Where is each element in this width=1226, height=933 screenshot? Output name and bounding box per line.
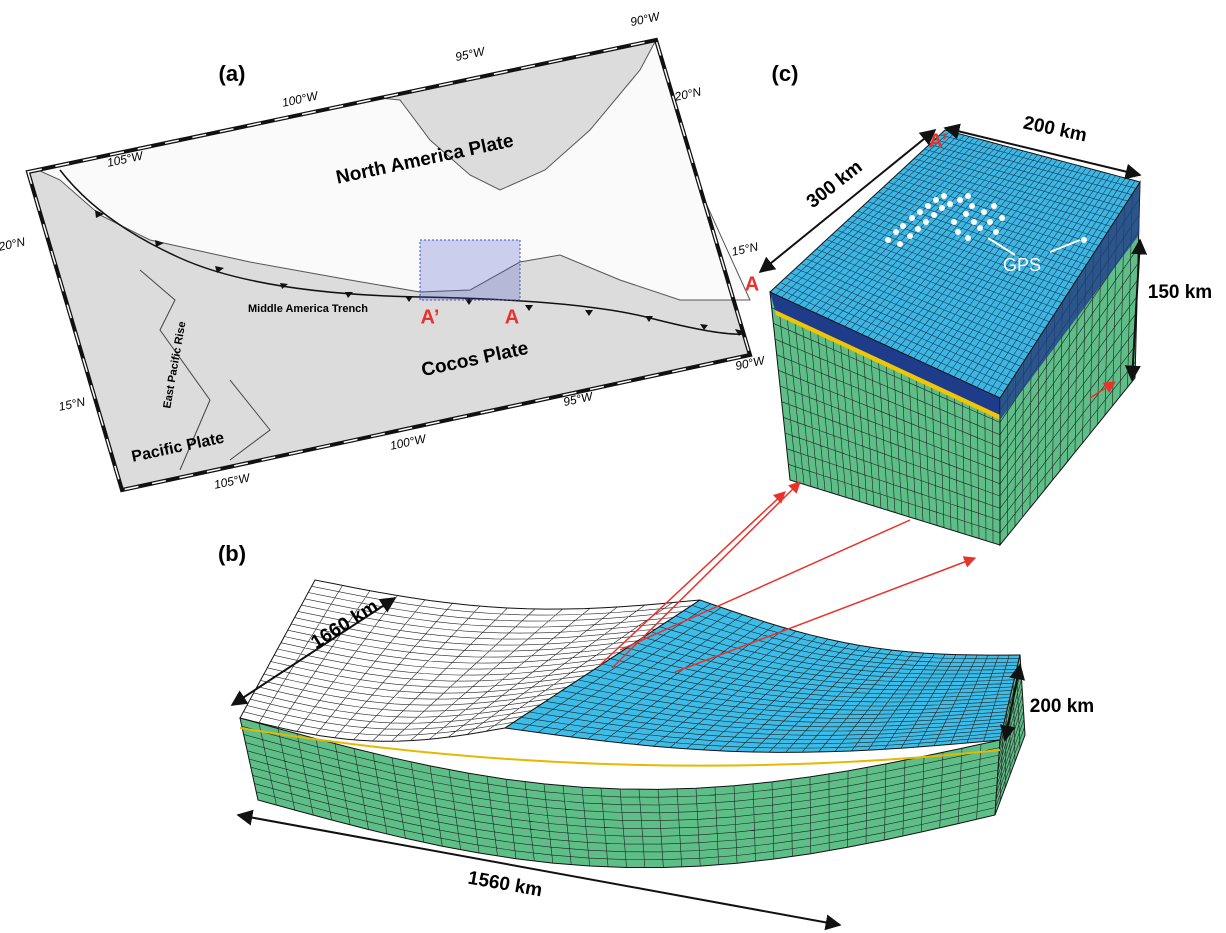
gps-station bbox=[893, 229, 899, 235]
gps-station bbox=[947, 201, 953, 207]
gps-station bbox=[965, 235, 971, 241]
connector bbox=[599, 491, 786, 666]
gps-station bbox=[965, 193, 971, 199]
corner-label: A bbox=[745, 273, 759, 295]
gps-stations bbox=[885, 193, 1087, 247]
gps-station bbox=[925, 203, 931, 209]
tick-label: 90°W bbox=[734, 353, 767, 373]
slab-layer bbox=[775, 310, 1000, 420]
gps-station bbox=[999, 215, 1005, 221]
gps-station bbox=[897, 241, 903, 247]
gps-station bbox=[1081, 237, 1087, 243]
gps-station bbox=[900, 223, 906, 229]
gps-station bbox=[933, 197, 939, 203]
gps-station bbox=[981, 209, 987, 215]
gps-station bbox=[885, 237, 891, 243]
gps-station bbox=[969, 203, 975, 209]
tick-label: 95°W bbox=[454, 44, 487, 64]
panel-label: (b) bbox=[218, 541, 246, 566]
gps-station bbox=[955, 229, 961, 235]
tick-label: 20°N bbox=[0, 234, 27, 254]
dimension-label: 150 km bbox=[1148, 282, 1212, 303]
gps-station bbox=[963, 211, 969, 217]
gps-station bbox=[987, 219, 993, 225]
panel-label: (a) bbox=[219, 61, 246, 86]
connector bbox=[619, 519, 911, 651]
study-area bbox=[419, 239, 521, 301]
ridge bbox=[139, 269, 211, 471]
dimension-arrow bbox=[758, 128, 937, 274]
gps-station bbox=[971, 219, 977, 225]
dimension-arrow bbox=[230, 597, 397, 706]
dimension-label: 1560 km bbox=[466, 868, 544, 902]
tick-label: 15°N bbox=[730, 239, 759, 258]
map bbox=[25, 37, 753, 493]
gps-station bbox=[993, 229, 999, 235]
gps-station bbox=[939, 205, 945, 211]
feature-label: Middle America Trench bbox=[248, 303, 368, 315]
tick-label: 100°W bbox=[389, 431, 429, 453]
mesh-grid bbox=[513, 603, 1020, 753]
connector bbox=[611, 481, 801, 669]
tick-label: 20°N bbox=[672, 84, 702, 104]
panel-label: (c) bbox=[772, 61, 799, 86]
profile-label: A bbox=[505, 306, 519, 328]
gps-station bbox=[915, 226, 921, 232]
tick-label: 15°N bbox=[57, 394, 86, 413]
connector bbox=[674, 556, 977, 673]
ridge bbox=[229, 379, 271, 461]
gps-station bbox=[909, 215, 915, 221]
dimension-arrow bbox=[236, 809, 842, 931]
tick-label: 100°W bbox=[281, 88, 321, 110]
gps-station bbox=[991, 203, 997, 209]
map-frame-ticks bbox=[27, 39, 751, 491]
gps-pointer bbox=[987, 237, 1016, 256]
tick-label: 105°W bbox=[213, 470, 253, 492]
dimension-label: 200 km bbox=[1030, 696, 1094, 717]
connector bbox=[1089, 381, 1117, 399]
mesh-grid bbox=[771, 295, 1001, 543]
tick-label: 95°W bbox=[562, 389, 595, 409]
gps-station bbox=[931, 212, 937, 218]
land bbox=[36, 38, 751, 301]
dimension-label: 300 km bbox=[803, 157, 867, 213]
profile-label: A’ bbox=[421, 306, 440, 328]
gps-station bbox=[907, 233, 913, 239]
gps-station bbox=[941, 193, 947, 199]
subduction-layer bbox=[239, 727, 1001, 767]
dimension-arrow bbox=[999, 663, 1026, 742]
tick-label: 90°W bbox=[629, 9, 662, 29]
gps-pointer bbox=[1049, 239, 1081, 253]
annotation: GPS bbox=[1003, 255, 1041, 275]
slab-layer bbox=[770, 292, 1000, 415]
slab-layer bbox=[1000, 182, 1140, 420]
dimension-label: 200 km bbox=[1021, 113, 1088, 147]
gps-station bbox=[917, 209, 923, 215]
dimension-arrow bbox=[943, 123, 1142, 180]
dimension-arrow bbox=[1124, 238, 1148, 382]
gps-station bbox=[951, 219, 957, 225]
gps-station bbox=[977, 225, 983, 231]
gps-station bbox=[923, 219, 929, 225]
gps-station bbox=[957, 197, 963, 203]
corner-label: A’ bbox=[929, 130, 948, 152]
